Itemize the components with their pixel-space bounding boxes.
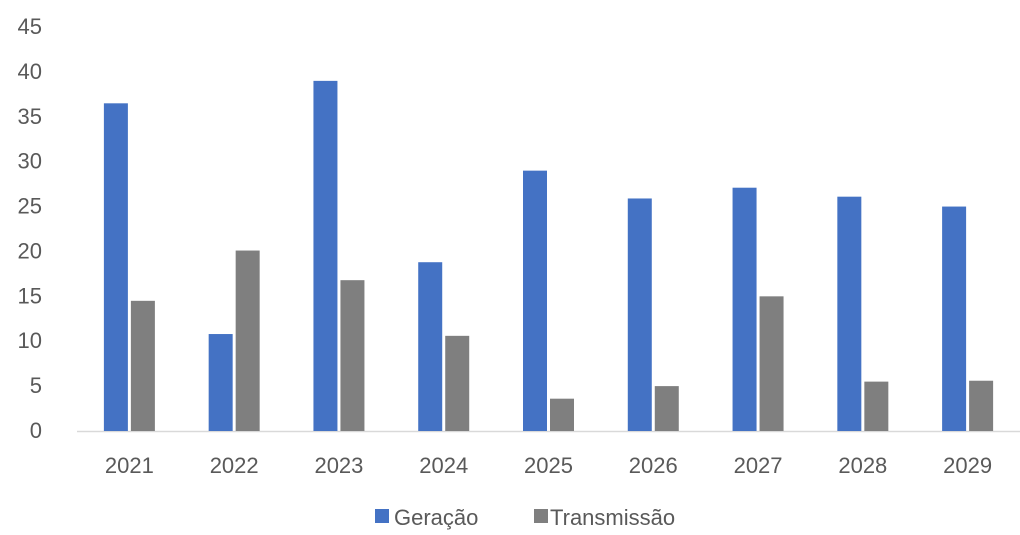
bar-transmissao-2025 xyxy=(550,398,574,431)
bar-geracao-2024 xyxy=(418,262,443,431)
bar-geracao-2023 xyxy=(313,80,338,431)
y-tick-label: 10 xyxy=(18,328,42,353)
bar-transmissao-2028 xyxy=(864,381,889,431)
y-tick-label: 25 xyxy=(18,194,42,219)
y-tick-label: 45 xyxy=(18,14,42,39)
x-tick-label: 2021 xyxy=(105,453,154,478)
bar-transmissao-2021 xyxy=(130,300,155,431)
bar-geracao-2022 xyxy=(208,334,233,431)
y-tick-label: 40 xyxy=(18,59,42,84)
bar-transmissao-2022 xyxy=(235,250,260,431)
x-axis: 2021 2022 2023 2024 2025 2026 2027 2028 2029 xyxy=(77,430,1020,478)
bar-transmissao-2027 xyxy=(759,296,784,431)
y-tick-label: 5 xyxy=(30,373,42,398)
bar-transmissao-2023 xyxy=(340,280,365,431)
bar-geracao-2028 xyxy=(837,196,862,431)
bars xyxy=(103,80,994,432)
bar-geracao-2021 xyxy=(103,103,128,432)
x-tick-label: 2029 xyxy=(943,453,992,478)
legend-label-transmissao: Transmissão xyxy=(550,505,675,530)
x-tick-label: 2024 xyxy=(419,453,468,478)
bar-geracao-2025 xyxy=(523,170,547,431)
y-tick-label: 0 xyxy=(30,418,42,443)
x-tick-label: 2026 xyxy=(629,453,678,478)
y-tick-label: 30 xyxy=(18,149,42,174)
bar-geracao-2027 xyxy=(732,187,757,431)
y-tick-label: 15 xyxy=(18,283,42,308)
legend-swatch-geracao xyxy=(375,509,389,523)
y-tick-label: 35 xyxy=(18,104,42,129)
y-axis: 0 5 10 15 20 25 30 35 40 45 xyxy=(18,14,42,443)
bar-geracao-2029 xyxy=(942,206,967,431)
bar-transmissao-2024 xyxy=(445,335,470,431)
bar-transmissao-2029 xyxy=(969,380,994,431)
bar-transmissao-2026 xyxy=(654,386,679,431)
legend-swatch-transmissao xyxy=(534,509,548,523)
x-tick-label: 2027 xyxy=(734,453,783,478)
legend-label-geracao: Geração xyxy=(394,505,478,530)
x-tick-label: 2025 xyxy=(524,453,573,478)
bar-geracao-2026 xyxy=(627,198,652,431)
x-tick-label: 2022 xyxy=(210,453,259,478)
y-tick-label: 20 xyxy=(18,238,42,263)
legend: Geração Transmissão xyxy=(375,505,675,530)
x-tick-label: 2028 xyxy=(838,453,887,478)
x-tick-label: 2023 xyxy=(314,453,363,478)
